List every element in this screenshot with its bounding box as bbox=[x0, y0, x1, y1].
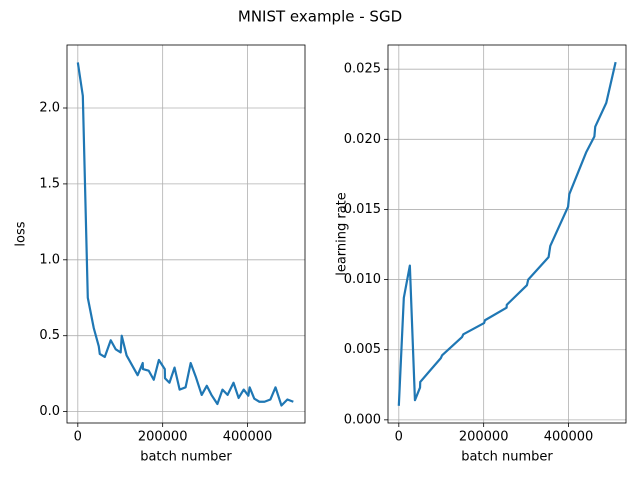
y-tick-label: 0.015 bbox=[344, 202, 381, 217]
y-tick-label: 0.010 bbox=[344, 272, 381, 287]
y-tick-label: 0.020 bbox=[344, 132, 381, 147]
y-tick-label: 2.0 bbox=[39, 101, 60, 116]
figure-title: MNIST example - SGD bbox=[238, 8, 402, 26]
y-tick-label: 0.5 bbox=[39, 328, 60, 343]
y-tick-label: 0.000 bbox=[344, 412, 381, 427]
x-tick-label: 200000 bbox=[138, 430, 188, 445]
x-axis-label: batch number bbox=[140, 450, 232, 465]
line bbox=[397, 61, 617, 406]
x-tick-label: 0 bbox=[395, 430, 403, 445]
y-tick-label: 0.005 bbox=[344, 342, 381, 357]
x-tick-label: 200000 bbox=[459, 430, 509, 445]
y-tick-label: 1.0 bbox=[39, 252, 60, 267]
axes-frame bbox=[387, 44, 627, 424]
axes-frame bbox=[66, 44, 306, 424]
y-axis-label: learning rate bbox=[335, 192, 350, 276]
line bbox=[76, 62, 294, 407]
y-tick-label: 1.5 bbox=[39, 176, 60, 191]
y-tick-label: 0.025 bbox=[344, 62, 381, 77]
x-tick-label: 400000 bbox=[223, 430, 273, 445]
x-tick-label: 400000 bbox=[544, 430, 594, 445]
y-axis-label: loss bbox=[14, 221, 29, 246]
x-tick-label: 0 bbox=[74, 430, 82, 445]
x-axis-label: batch number bbox=[461, 450, 553, 465]
y-tick-label: 0.0 bbox=[39, 404, 60, 419]
